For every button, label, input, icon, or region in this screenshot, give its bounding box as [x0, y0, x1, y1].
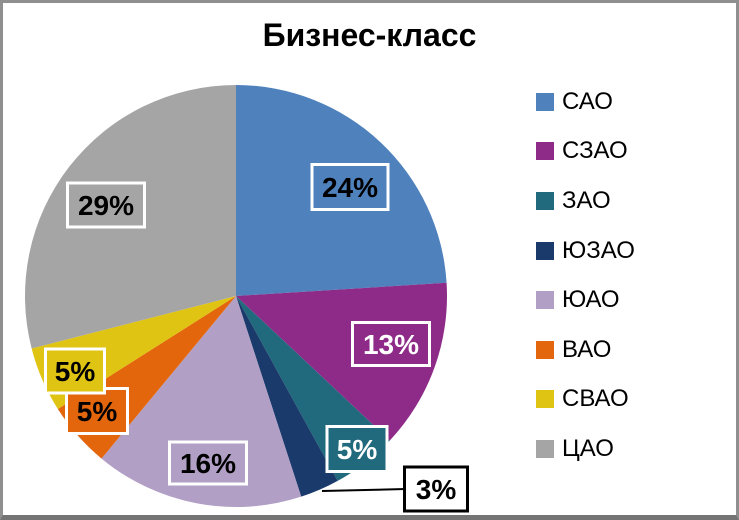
legend-label: ЦАО — [562, 434, 614, 462]
legend-label: СЗАО — [562, 137, 628, 165]
legend-item-ЗАО: ЗАО — [536, 176, 635, 226]
legend-item-ВАО: ВАО — [536, 325, 635, 375]
legend-item-ЮАО: ЮАО — [536, 275, 635, 325]
pie-slice-ЮЗАО — [236, 296, 338, 497]
legend-label: ЗАО — [562, 186, 611, 214]
legend: САО СЗАО ЗАО ЮЗАО ЮАО ВАО СВАО ЦАО — [536, 77, 635, 474]
legend-label: ВАО — [562, 335, 612, 363]
legend-label: ЮЗАО — [562, 236, 635, 264]
data-label-text: 24% — [322, 172, 378, 203]
legend-swatch — [536, 142, 554, 161]
data-label-text: 5% — [337, 434, 378, 465]
legend-label: ЮАО — [562, 286, 620, 314]
legend-swatch — [536, 92, 554, 111]
pie-slice-ЮАО — [101, 296, 302, 507]
label-leader-line — [321, 488, 407, 492]
data-label-box — [351, 321, 431, 367]
data-label-box — [325, 425, 389, 473]
data-label-text: 5% — [77, 396, 118, 427]
data-label-text: 29% — [78, 190, 134, 221]
legend-swatch — [536, 241, 554, 260]
data-label-box — [66, 181, 146, 229]
legend-swatch — [536, 439, 554, 458]
legend-item-СЗАО: СЗАО — [536, 127, 635, 177]
legend-swatch — [536, 390, 554, 409]
data-label-text: 5% — [55, 356, 96, 387]
legend-item-ЦАО: ЦАО — [536, 424, 635, 474]
legend-swatch — [536, 191, 554, 210]
data-label-text: 16% — [180, 448, 236, 479]
chart-title: Бизнес-класс — [262, 17, 477, 53]
legend-label: САО — [562, 87, 613, 115]
legend-item-ЮЗАО: ЮЗАО — [536, 226, 635, 276]
data-label-text: 3% — [416, 474, 457, 505]
legend-label: СВАО — [562, 385, 629, 413]
legend-item-СВАО: СВАО — [536, 375, 635, 425]
data-label-box — [168, 440, 248, 486]
data-label-text: 13% — [363, 329, 419, 360]
data-label-box — [44, 347, 106, 395]
legend-swatch — [536, 340, 554, 359]
legend-item-САО: САО — [536, 77, 635, 127]
data-label-box — [310, 163, 390, 211]
data-label-box — [403, 465, 469, 513]
legend-swatch — [536, 291, 554, 310]
